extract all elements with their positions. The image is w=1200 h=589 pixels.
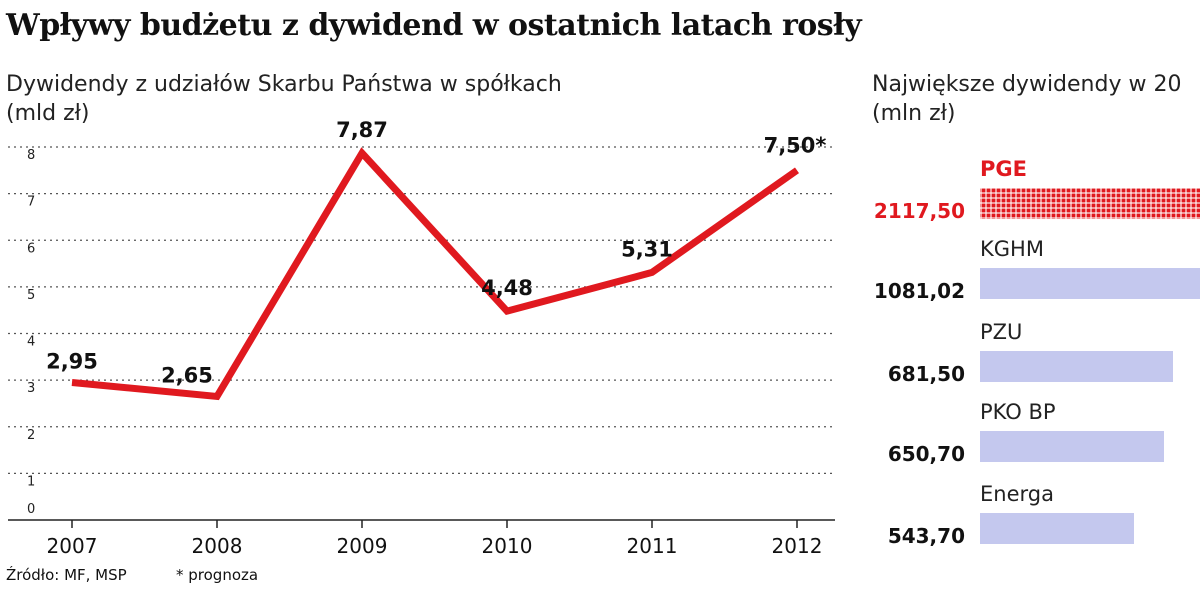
bar-chart-title: Największe dywidendy w 20: [872, 72, 1182, 97]
y-tick-label: 8: [27, 148, 35, 163]
bar: [980, 351, 1173, 382]
bar-row: KGHM 1081,02: [860, 235, 1200, 315]
bar-value-label: 681,50: [887, 362, 965, 386]
y-tick-label: 5: [27, 288, 35, 303]
y-tick-label: 7: [27, 195, 35, 210]
line-chart-unit: (mld zł): [6, 101, 90, 126]
line-chart-subtitle: Dywidendy z udziałów Skarbu Państwa w sp…: [6, 70, 562, 128]
bar-row: PZU 681,50: [860, 318, 1200, 398]
bar-category-label: KGHM: [980, 237, 1044, 261]
y-tick-label: 4: [27, 335, 35, 350]
bar: [980, 268, 1200, 299]
bar-row: Energa 543,70: [860, 480, 1200, 560]
series-line: [71, 147, 800, 401]
x-tick-label: 2010: [482, 534, 533, 558]
data-label: 2,65: [161, 363, 213, 387]
line-chart: 0 1 2 3 4 5 6 7 8 2007 2008 2009 2010 2011 2012 2,95 2,6…: [8, 118, 835, 558]
bar-value-label: 2117,50: [873, 199, 965, 223]
data-label: 2,95: [46, 349, 98, 373]
x-tick-label: 2009: [337, 534, 388, 558]
bar-chart: PGE 2117,50 KGHM 1081,02 PZU 681,50 PKO BP 650,…: [860, 140, 1200, 560]
bar: [980, 513, 1134, 544]
data-label: 7,87: [336, 118, 388, 142]
bar: [980, 188, 1200, 219]
forecast-note: * prognoza: [176, 566, 259, 584]
bar-category-label: PGE: [980, 157, 1027, 181]
bar-category-label: PZU: [980, 320, 1023, 344]
source-note: Źródło: MF, MSP: [6, 566, 127, 584]
bar-category-label: PKO BP: [980, 400, 1056, 424]
x-tick-label: 2007: [47, 534, 98, 558]
bar-row: PKO BP 650,70: [860, 398, 1200, 478]
bar-category-label: Energa: [980, 482, 1054, 506]
bar-chart-unit: (mln zł): [872, 101, 956, 126]
y-tick-label: 2: [27, 428, 35, 443]
bar-chart-subtitle: Największe dywidendy w 20 (mln zł): [872, 70, 1181, 128]
bar-value-label: 1081,02: [873, 279, 965, 303]
y-tick-label: 6: [27, 241, 35, 256]
y-tick-label: 0: [27, 502, 35, 517]
x-tick-label: 2012: [772, 534, 823, 558]
bar-value-label: 543,70: [887, 524, 965, 548]
y-tick-label: 1: [27, 474, 35, 489]
data-label: 5,31: [621, 237, 673, 261]
infographic-title: Wpływy budżetu z dywidend w ostatnich la…: [6, 8, 862, 43]
data-label: 4,48: [481, 276, 533, 300]
line-chart-title: Dywidendy z udziałów Skarbu Państwa w sp…: [6, 72, 562, 97]
bar-row: PGE 2117,50: [860, 155, 1200, 235]
bar-value-label: 650,70: [887, 442, 965, 466]
bar: [980, 431, 1164, 462]
x-tick-label: 2011: [627, 534, 678, 558]
data-label: 7,50*: [764, 133, 827, 157]
y-tick-label: 3: [27, 381, 35, 396]
x-tick-label: 2008: [192, 534, 243, 558]
